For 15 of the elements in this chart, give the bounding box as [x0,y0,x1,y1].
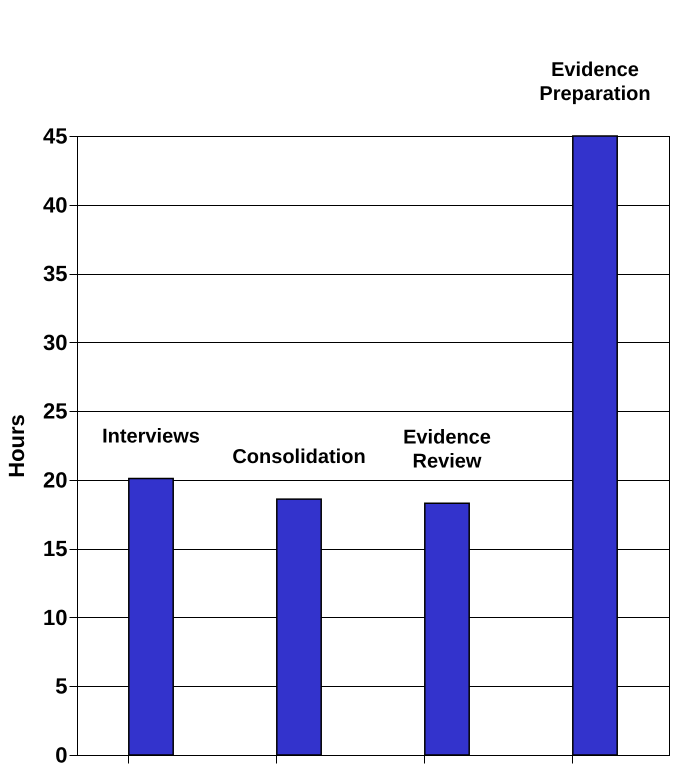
y-axis-title: Hours [4,414,30,478]
y-tick-label: 30 [43,330,68,355]
y-tick-label: 35 [43,261,68,286]
x-tick-label: Consolidation [232,446,366,468]
y-tick-label: 10 [43,604,68,630]
x-tick-label: Evidence Preparation [539,59,651,105]
y-tick-label: 40 [43,192,68,218]
y-tick-label: 0 [55,742,68,768]
y-tick-label: 5 [55,674,68,699]
y-tick-label: 15 [43,536,68,562]
y-tick-label: 25 [43,398,68,424]
y-tick-label: 20 [43,467,68,492]
y-tick-label: 45 [43,124,68,148]
x-tick-label: Evidence Review [403,426,491,472]
x-tick-label: Interviews [102,426,200,448]
